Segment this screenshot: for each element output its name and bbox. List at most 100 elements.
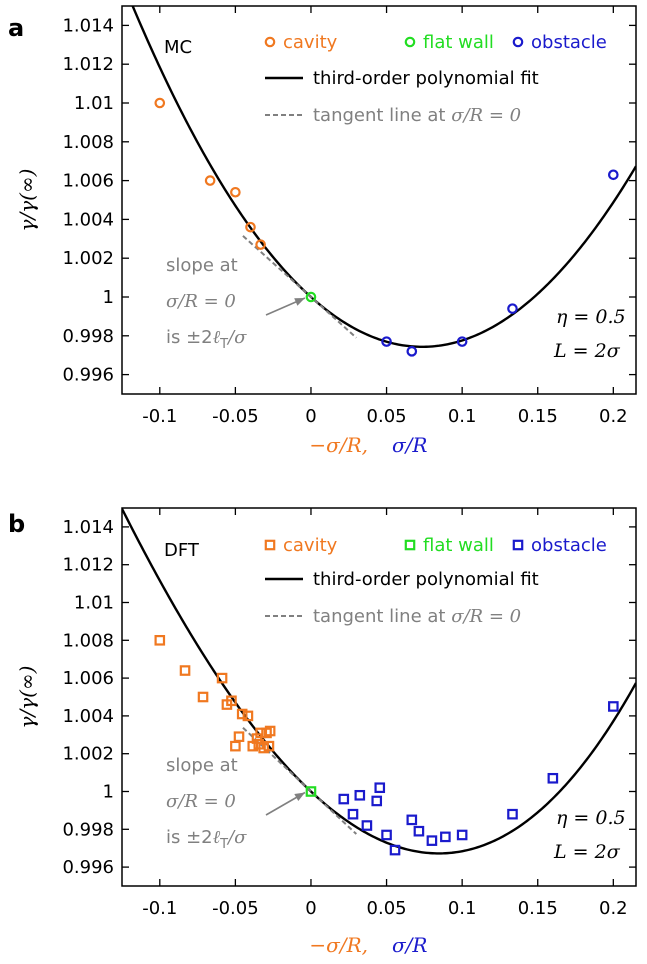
series-flat-wall	[305, 786, 317, 797]
param-L: L = 2σ	[553, 340, 621, 362]
data-point	[230, 186, 241, 198]
y-tick-label: 1.002	[62, 248, 114, 269]
annotation-line-2: σ/R = 0	[166, 791, 236, 812]
legend-label-obstacle: obstacle	[531, 535, 607, 556]
x-tick-label: 0	[305, 898, 316, 919]
legend-label-tangent: tangent line at σ/R = 0	[313, 105, 521, 126]
annotation-line-3: is ±2ℓT/σ	[166, 327, 247, 352]
series-cavity	[154, 634, 276, 754]
data-point	[263, 740, 275, 752]
data-point	[236, 708, 248, 720]
legend-label-fit: third-order polynomial fit	[313, 569, 539, 590]
x-tick-label: -0.1	[142, 898, 177, 919]
data-point	[547, 772, 559, 784]
series-flat-wall	[305, 291, 317, 303]
legend-marker-flat-wall	[404, 539, 416, 551]
panel-letter: a	[8, 14, 24, 42]
annotation-arrowhead	[294, 298, 305, 306]
data-point	[354, 789, 366, 801]
plot-frame	[121, 5, 637, 395]
data-point	[255, 239, 266, 250]
x-tick-label: 0.05	[367, 898, 407, 919]
series-obstacle	[381, 169, 619, 357]
legend-marker-flat-wall	[404, 36, 416, 48]
x-tick-label: 0.05	[367, 406, 407, 427]
series-cavity	[154, 97, 266, 250]
x-tick-label: -0.05	[212, 898, 259, 919]
data-point	[440, 831, 451, 843]
plot-frame	[121, 507, 637, 887]
y-tick-label: 1.012	[62, 555, 114, 576]
annotation-line-2: σ/R = 0	[166, 291, 236, 312]
legend-marker-cavity	[264, 36, 276, 48]
y-tick-label: 1.01	[74, 93, 114, 114]
legend-label-obstacle: obstacle	[531, 32, 607, 53]
legend-label-cavity: cavity	[283, 535, 338, 556]
x-tick-label: 0.15	[518, 898, 558, 919]
data-point	[245, 221, 256, 233]
data-point	[242, 710, 254, 722]
data-point	[456, 336, 468, 347]
y-tick-label: 0.996	[62, 857, 114, 878]
data-point	[255, 727, 266, 739]
annotation-arrowhead	[294, 792, 305, 801]
legend-marker-obstacle	[512, 539, 524, 551]
data-point	[608, 701, 619, 712]
x-axis-label-cavity: −σ/R,	[309, 433, 368, 457]
fit-curve	[122, 508, 636, 855]
x-tick-label: 0.1	[448, 406, 477, 427]
data-point	[216, 672, 228, 684]
legend-label-tangent: tangent line at σ/R = 0	[313, 606, 521, 627]
y-tick-label: 1.004	[62, 209, 114, 230]
data-point	[426, 835, 438, 846]
y-tick-label: 0.998	[62, 819, 114, 840]
method-label: DFT	[164, 540, 200, 561]
data-point	[389, 844, 401, 856]
x-tick-label: -0.1	[142, 406, 177, 427]
y-tick-label: 1.012	[62, 54, 114, 75]
data-point	[456, 829, 468, 841]
y-tick-label: 1.006	[62, 171, 114, 192]
x-axis-label-obstacle: σ/R	[392, 933, 427, 957]
data-point	[233, 731, 245, 742]
tangent-line	[242, 726, 358, 835]
y-axis-label: γ/γ(∞)	[15, 666, 39, 729]
legend: cavity flat wall obstacle third-order polyn…	[264, 32, 607, 126]
x-tick-label: 0	[305, 406, 316, 427]
data-point	[154, 634, 166, 646]
legend-label-fit: third-order polynomial fit	[313, 68, 539, 89]
y-tick-label: 1	[103, 287, 114, 308]
annotation-line-1: slope at	[166, 755, 238, 776]
data-point	[413, 825, 425, 837]
slope-annotation: slope at σ/R = 0 is ±2ℓT/σ	[166, 755, 306, 852]
method-label: MC	[164, 37, 192, 58]
y-tick-label: 1.004	[62, 706, 114, 727]
slope-annotation: slope at σ/R = 0 is ±2ℓT/σ	[166, 255, 306, 352]
param-L: L = 2σ	[553, 841, 621, 863]
series-obstacle	[338, 701, 619, 856]
data-point	[406, 346, 418, 357]
data-point	[204, 175, 216, 186]
data-point	[406, 814, 418, 826]
x-tick-label: 0.1	[448, 898, 477, 919]
data-point	[507, 303, 518, 314]
legend-marker-cavity	[264, 539, 276, 551]
tangent-line	[242, 235, 357, 339]
x-tick-label: 0.2	[599, 898, 628, 919]
data-point	[154, 97, 166, 109]
data-point	[264, 725, 276, 737]
x-tick-label: 0.15	[518, 406, 558, 427]
y-tick-label: 1.006	[62, 668, 114, 689]
data-point	[230, 740, 241, 752]
data-point	[226, 695, 237, 707]
data-point	[374, 782, 386, 794]
data-point	[305, 291, 317, 303]
data-point	[371, 795, 383, 807]
data-point	[381, 829, 392, 841]
annotation-line-1: slope at	[166, 255, 238, 276]
x-axis-label-cavity: −σ/R,	[309, 933, 368, 957]
legend-label-cavity: cavity	[283, 32, 338, 53]
data-point	[338, 793, 350, 805]
y-tick-label: 1	[103, 782, 114, 803]
